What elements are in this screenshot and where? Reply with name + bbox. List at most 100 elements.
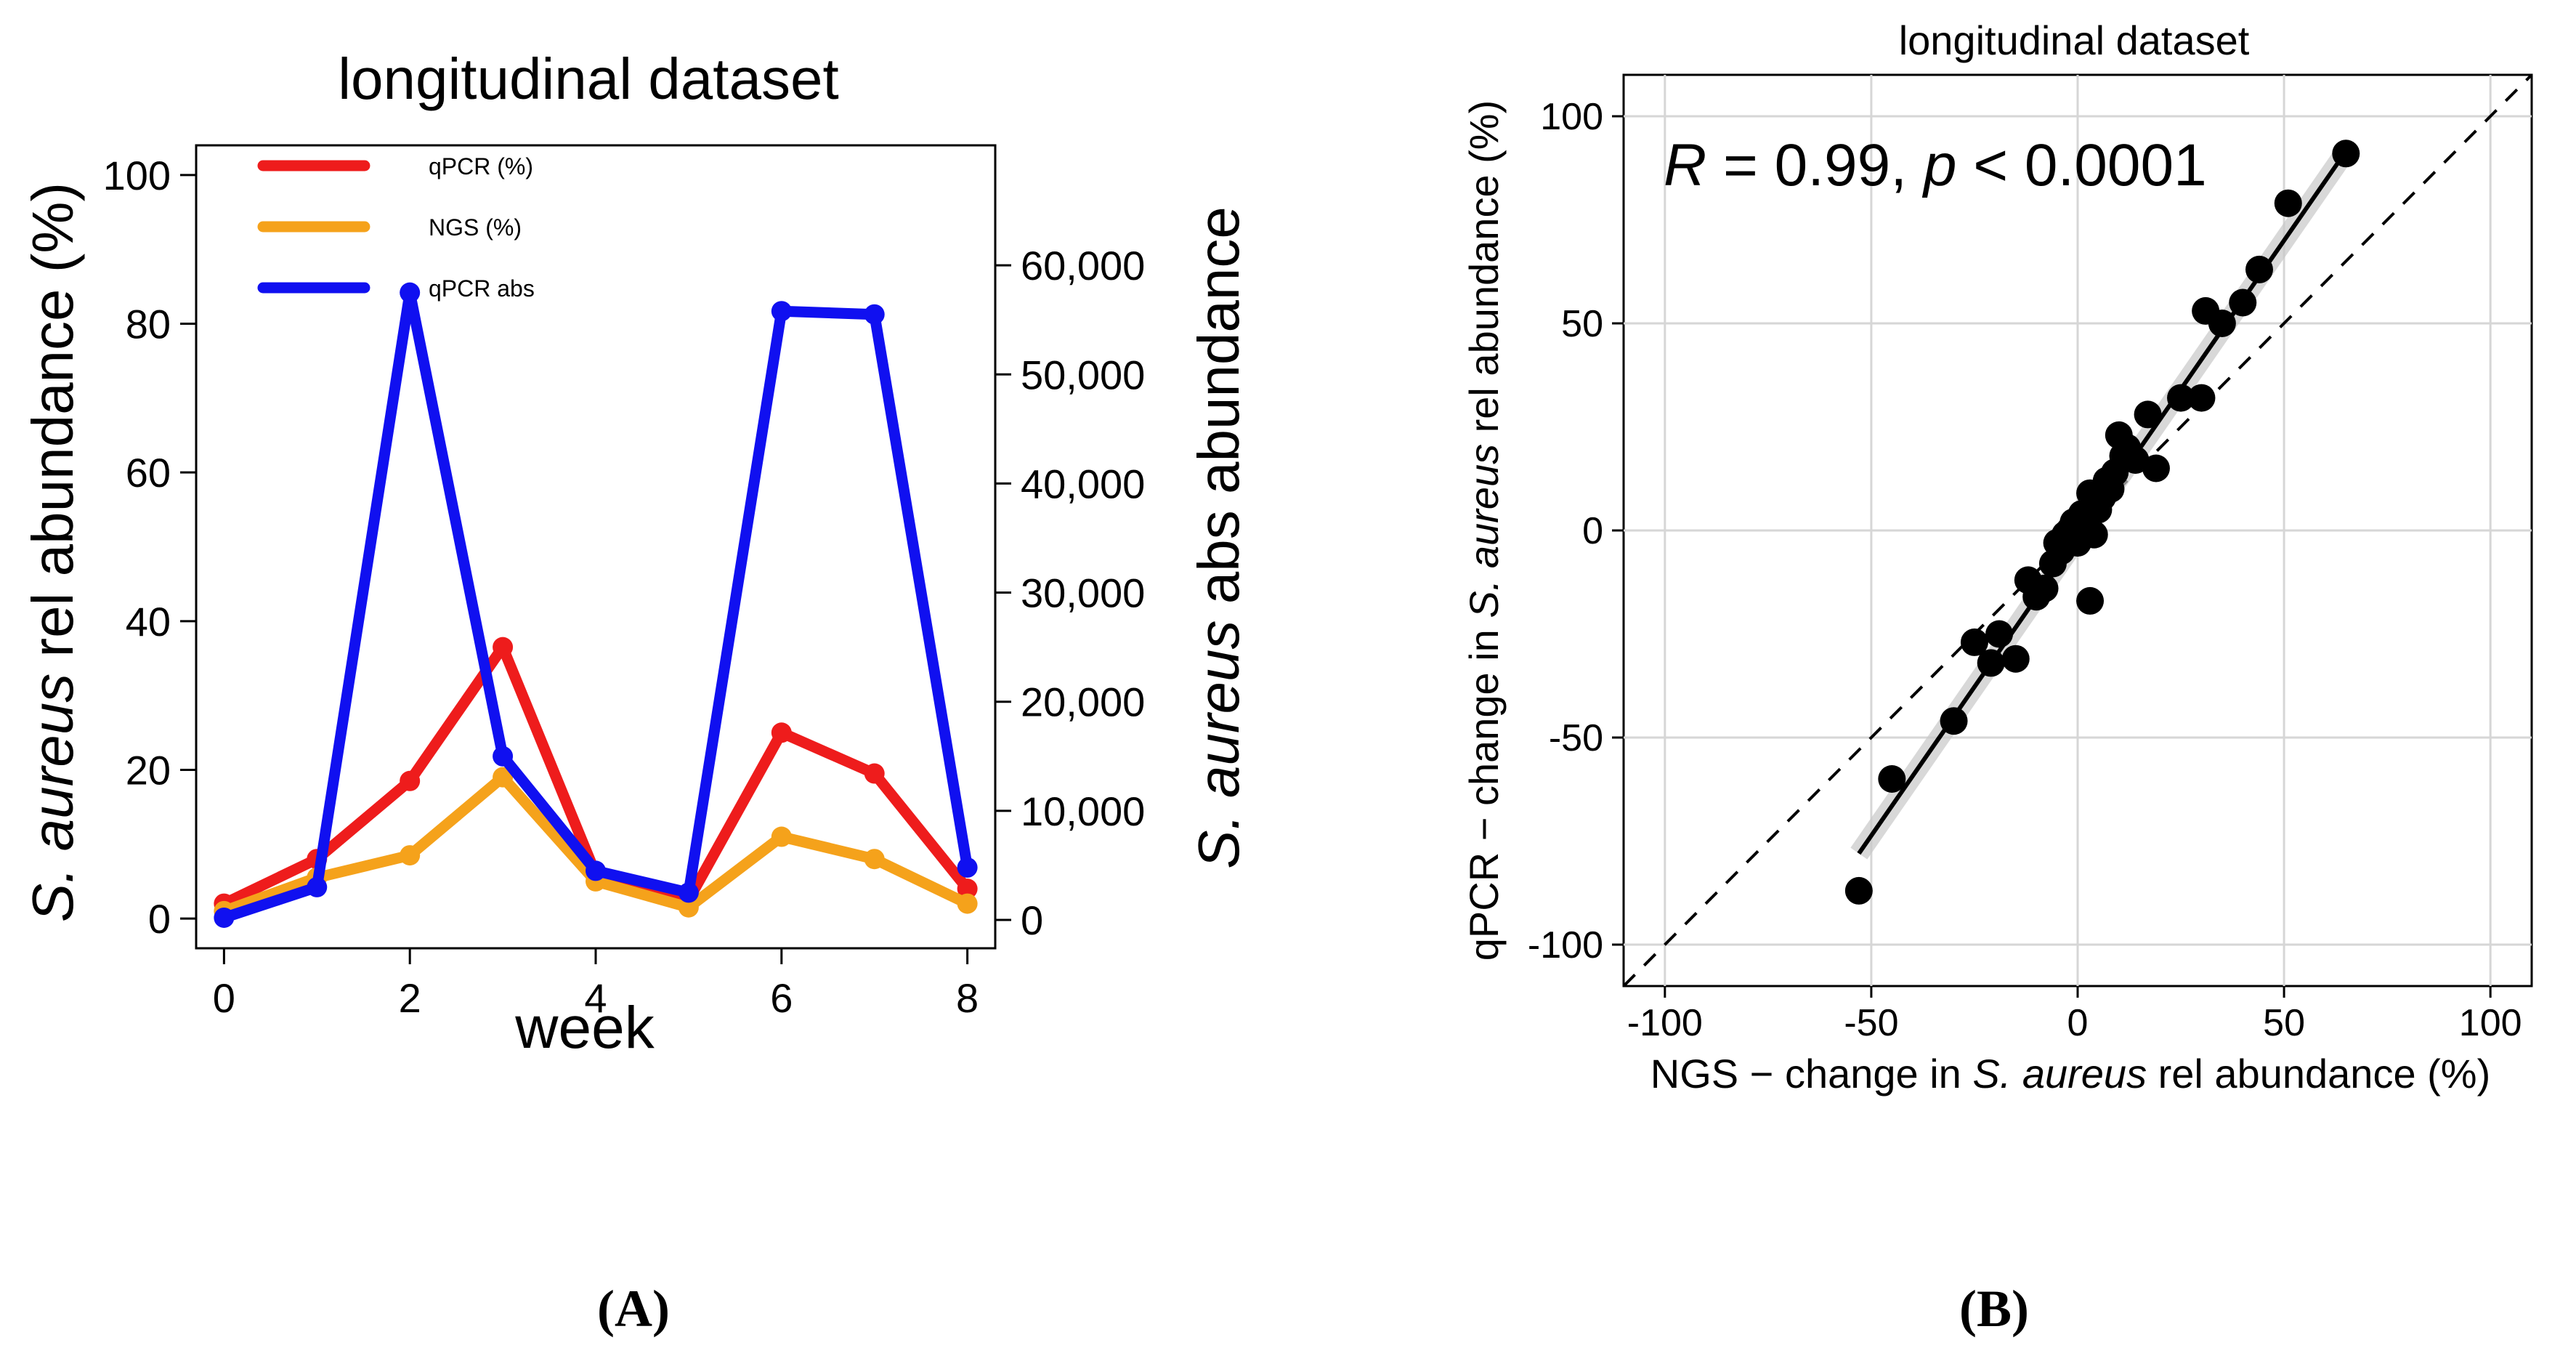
panel-a-y2-axis-label-species: S. aureus — [1186, 620, 1251, 868]
panel-b-y-axis-label-pre: qPCR − change in — [1461, 618, 1507, 961]
panel-a-x-axis: 0 2 4 6 8 — [213, 948, 979, 1021]
panel-b-y-axis: -100 -50 0 50 100 — [1528, 96, 1624, 966]
panel-b-y-axis-label-species: S. aureus — [1461, 444, 1507, 618]
panel-a-y-tick-label: 60 — [126, 450, 171, 496]
legend-label-ngs: NGS (%) — [429, 214, 522, 241]
panel-a-caption: (A) — [597, 1280, 670, 1338]
legend-label-qpcr-abs: qPCR abs — [429, 275, 535, 302]
scatter-point — [1985, 620, 2014, 648]
panel-b-x-tick-label: 50 — [2263, 1002, 2305, 1044]
panel-b-x-axis-label: NGS − change in S. aureus rel abundance … — [1650, 1051, 2490, 1096]
data-point-qpcr — [400, 770, 421, 791]
panel-a-y-tick-label: 40 — [126, 599, 171, 645]
panel-a-y2-tick-label: 60,000 — [1021, 243, 1145, 288]
panel-b-annotation-pvalue: < 0.0001 — [1956, 132, 2206, 198]
panel-a-y-tick-label: 100 — [103, 153, 171, 198]
scatter-point — [1977, 649, 2005, 677]
scatter-point — [2229, 288, 2257, 317]
panel-a-y-tick-label: 80 — [126, 302, 171, 347]
panel-b-grid — [1624, 75, 2532, 986]
panel-a-y2-tick-label: 0 — [1021, 897, 1043, 943]
panel-b-title: longitudinal dataset — [1899, 17, 2250, 63]
data-point-ngs — [400, 845, 421, 866]
panel-a-y2-tick-label: 10,000 — [1021, 788, 1145, 834]
data-point-qpcr — [957, 879, 978, 900]
panel-b-annotation: R = 0.99, p < 0.0001 — [1664, 132, 2207, 198]
data-point-qpcr-abs — [400, 282, 421, 303]
panel-b-x-tick-label: -100 — [1627, 1002, 1703, 1044]
panel-b-x-axis-label-pre: NGS − change in — [1650, 1051, 1973, 1096]
scatter-point — [1878, 765, 1906, 793]
panel-a-y-axis-label-species: S. aureus — [20, 674, 85, 922]
panel-a-title: longitudinal dataset — [338, 47, 838, 111]
panel-b-x-axis-label-species: S. aureus — [1972, 1051, 2147, 1096]
data-point-ngs — [957, 893, 978, 914]
panel-a-y2-tick-label: 20,000 — [1021, 679, 1145, 725]
panel-a-y-tick-label: 0 — [148, 896, 171, 942]
scatter-point — [2121, 446, 2150, 474]
panel-b-annotation-p: p — [1921, 132, 1957, 198]
panel-a-legend: qPCR (%) NGS (%) qPCR abs — [257, 153, 535, 302]
data-point-qpcr-abs — [864, 304, 885, 325]
data-point-ngs — [771, 826, 792, 847]
data-point-ngs — [493, 767, 514, 788]
data-point-qpcr — [771, 722, 792, 743]
scatter-point — [2001, 645, 2030, 673]
scatter-point — [1960, 628, 1988, 656]
panel-a-x-tick-label: 2 — [399, 975, 421, 1021]
scatter-point — [2167, 384, 2195, 412]
data-point-qpcr — [493, 637, 514, 658]
panel-a-y-axis-label: S. aureus rel abundance (%) — [20, 182, 85, 922]
panel-b-y-axis-label: qPCR − change in S. aureus rel abundance… — [1461, 100, 1507, 961]
panel-b-y-tick-label: 0 — [1582, 510, 1603, 552]
panel-a-y-axis-label-text: rel abundance (%) — [20, 182, 85, 674]
panel-b-x-axis: -100 -50 0 50 100 — [1627, 986, 2522, 1044]
panel-b-y-axis-label-post: rel abundance (%) — [1461, 100, 1507, 444]
data-point-qpcr-abs — [493, 746, 514, 767]
panel-a-y2-axis: 0 10,000 20,000 30,000 40,000 50,000 60,000 — [995, 243, 1145, 943]
scatter-point — [1940, 707, 1968, 735]
data-point-ngs — [678, 897, 699, 918]
panel-b-points — [1844, 140, 2360, 905]
panel-b-y-tick-label: 100 — [1540, 96, 1603, 138]
panel-b-x-axis-label-post: rel abundance (%) — [2147, 1051, 2490, 1096]
scatter-point — [2134, 400, 2162, 429]
panel-b-y-tick-label: -100 — [1528, 924, 1603, 966]
panel-b-chart: longitudinal dataset -100 -50 0 50 100 -100-… — [1461, 17, 2533, 1338]
panel-a-plot-frame — [195, 144, 997, 950]
panel-b-annotation-value: = 0.99, — [1706, 132, 1924, 198]
data-point-qpcr-abs — [678, 882, 699, 903]
panel-b-y-tick-label: 50 — [1561, 303, 1603, 345]
panel-b-caption: (B) — [1959, 1280, 2029, 1338]
series-line-qpcr-abs — [218, 287, 973, 924]
legend-label-qpcr: qPCR (%) — [429, 153, 533, 179]
panel-a-y2-axis-label-text: abs abundance — [1186, 206, 1251, 620]
panel-a-y2-tick-label: 30,000 — [1021, 570, 1145, 616]
data-point-qpcr-abs — [957, 857, 978, 878]
data-point-ngs — [864, 849, 885, 870]
panel-b-y-tick-label: -50 — [1549, 717, 1603, 759]
scatter-point — [2076, 586, 2105, 615]
panel-b-annotation-r: R — [1664, 132, 1706, 198]
panel-a-y2-axis-label: S. aureus abs abundance — [1186, 206, 1251, 869]
panel-a-x-tick-label: 0 — [213, 975, 235, 1021]
data-point-qpcr-abs — [214, 907, 235, 928]
scatter-point — [2274, 189, 2302, 217]
scatter-point — [2142, 454, 2170, 482]
scatter-point — [1844, 876, 1873, 905]
scatter-point — [2030, 574, 2059, 602]
scatter-point — [2187, 384, 2216, 412]
panel-a-y-tick-label: 20 — [126, 747, 171, 793]
panel-a-x-tick-label: 8 — [956, 975, 979, 1021]
scatter-point — [2208, 310, 2236, 337]
scatter-point — [2332, 140, 2360, 168]
data-point-qpcr — [864, 763, 885, 784]
panel-b-x-tick-label: 0 — [2067, 1002, 2089, 1044]
panel-a-y2-tick-label: 50,000 — [1021, 352, 1145, 397]
panel-b-x-tick-label: -50 — [1844, 1002, 1898, 1044]
scatter-point — [2245, 255, 2273, 283]
panel-a-series — [214, 282, 978, 928]
panel-a-x-tick-label: 4 — [584, 975, 607, 1021]
